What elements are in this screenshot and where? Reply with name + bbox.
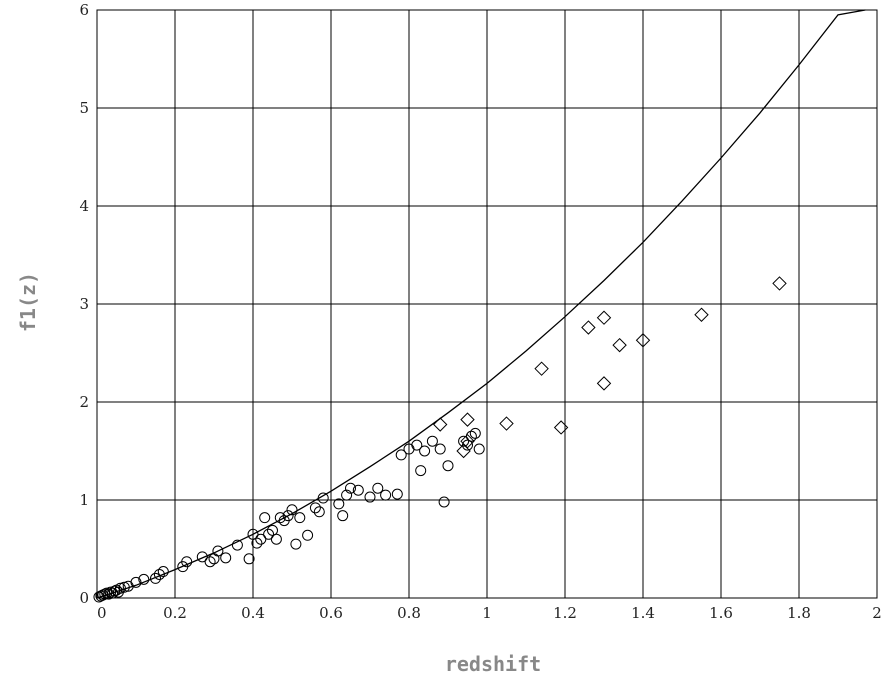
diamond-data-point	[694, 307, 709, 322]
diamond-data-point	[456, 443, 471, 459]
circle-data-point	[270, 533, 282, 545]
diamond-data-point	[460, 433, 475, 449]
circle-data-point	[426, 435, 438, 447]
circle-data-point	[419, 445, 431, 457]
y-tick-label: 2	[79, 393, 89, 411]
circle-data-point	[294, 512, 306, 524]
circle-data-point	[259, 512, 271, 524]
y-tick-label: 5	[79, 99, 89, 117]
x-tick-label: 1.4	[631, 604, 655, 622]
circle-data-point	[345, 482, 356, 494]
diamond-data-point	[612, 337, 627, 353]
data-points	[93, 276, 787, 603]
circle-data-point	[302, 529, 314, 541]
x-tick-label: 1	[482, 604, 492, 622]
diamond-data-point	[581, 320, 596, 335]
y-tick-label: 6	[79, 1, 89, 19]
model-curve	[96, 9, 866, 599]
diamond-data-point	[553, 420, 569, 435]
x-tick-label: 1.2	[553, 604, 577, 622]
y-axis-title: f1(z)	[16, 272, 40, 332]
grid	[96, 9, 878, 599]
x-tick-label: 2	[872, 604, 882, 622]
circle-data-point	[251, 537, 263, 549]
x-axis-title: redshift	[445, 652, 541, 676]
circle-data-point	[286, 504, 298, 516]
circle-data-point	[231, 539, 243, 551]
circle-data-point	[220, 552, 232, 564]
circle-data-point	[395, 449, 407, 461]
y-tick-label: 4	[79, 197, 89, 215]
circle-data-point	[309, 502, 321, 514]
x-tick-labels: 0 0.2 0.4 0.6 0.8 1 1.2 1.4 1.6 1.8 2	[97, 604, 882, 622]
circle-data-point	[411, 439, 423, 451]
circle-data-point	[212, 545, 224, 557]
x-tick-label: 1.8	[787, 604, 811, 622]
y-tick-label: 3	[79, 295, 89, 313]
circle-data-point	[333, 498, 345, 510]
circle-data-point	[438, 496, 450, 508]
diamond-data-point	[635, 333, 651, 348]
plot-frame	[96, 9, 878, 599]
y-tick-label: 1	[79, 491, 89, 509]
circle-data-point	[364, 491, 376, 503]
circle-data-point	[243, 553, 255, 565]
x-tick-label: 0.6	[319, 604, 343, 622]
circle-data-point	[181, 556, 193, 568]
circle-data-point	[337, 510, 349, 522]
circle-data-point	[352, 484, 364, 496]
circle-data-point	[372, 482, 384, 494]
diamond-data-point	[499, 416, 514, 431]
diamond-data-point	[534, 361, 549, 376]
circle-data-point	[415, 465, 427, 477]
x-tick-label: 0	[97, 604, 107, 622]
diamond-data-point	[432, 417, 448, 432]
circle-data-point	[255, 533, 267, 545]
x-tick-label: 0.8	[397, 604, 421, 622]
circle-data-point	[150, 572, 161, 584]
y-tick-labels: 0 1 2 3 4 5 6	[79, 1, 89, 607]
x-tick-label: 0.4	[241, 604, 265, 622]
circle-data-point	[138, 573, 150, 585]
circle-data-point	[204, 556, 216, 568]
circle-data-point	[313, 506, 325, 518]
diamond-data-point	[596, 310, 612, 325]
circle-data-point	[473, 443, 485, 455]
circle-data-point	[391, 488, 403, 500]
circle-data-point	[130, 576, 142, 588]
circle-data-point	[469, 427, 481, 439]
circle-data-point	[196, 551, 208, 563]
circle-data-point	[380, 489, 392, 501]
diamond-data-point	[772, 276, 787, 291]
circle-data-point	[458, 435, 470, 447]
circle-data-point	[282, 510, 294, 522]
diamond-data-point	[596, 376, 612, 391]
x-tick-label: 1.6	[709, 604, 733, 622]
circle-data-point	[442, 460, 454, 472]
circle-data-point	[434, 443, 446, 455]
diamond-data-point	[460, 412, 475, 427]
circle-data-point	[341, 489, 353, 501]
y-tick-label: 0	[79, 589, 89, 607]
circle-data-point	[263, 528, 275, 540]
x-tick-label: 0.2	[163, 604, 187, 622]
circle-data-point	[290, 538, 302, 550]
circle-data-point	[157, 566, 169, 578]
